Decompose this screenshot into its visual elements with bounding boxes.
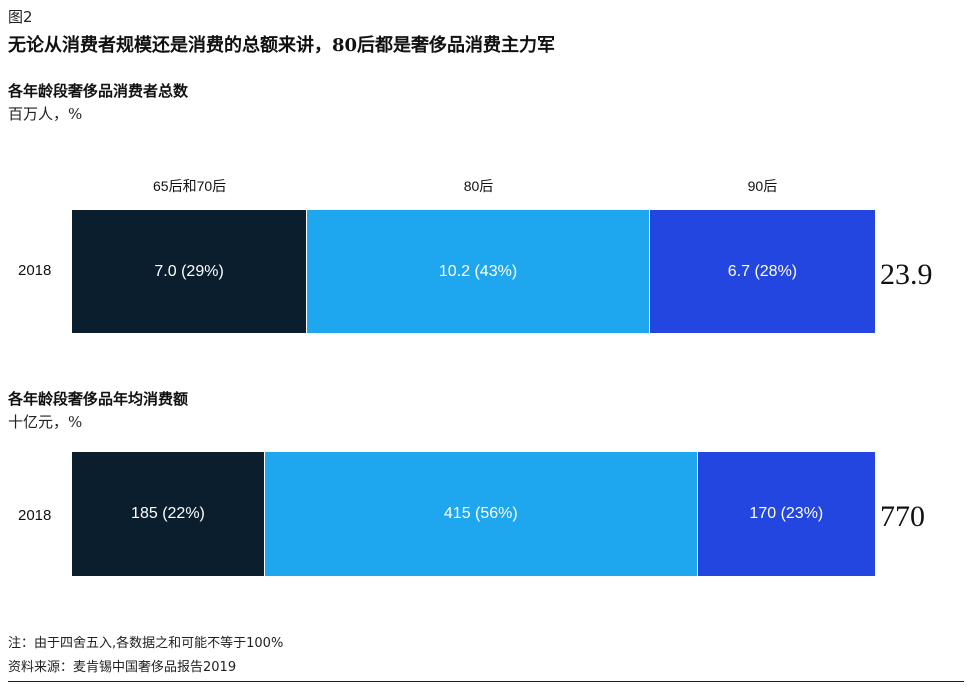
footnote-source: 资料来源：麦肯锡中国奢侈品报告2019 xyxy=(8,660,237,675)
footnote-note: 注：由于四舍五入,各数据之和可能不等于100% xyxy=(8,636,284,651)
bar-segment-3: 170 (23%) xyxy=(697,452,875,576)
legend-category-label: 65后和70后 xyxy=(153,178,227,194)
bar-segment-1: 185 (22%) xyxy=(72,452,264,576)
bar-segment-1: 7.0 (29%) xyxy=(72,210,307,333)
bottom-divider xyxy=(8,681,964,682)
chart2-total: 770 xyxy=(880,500,925,533)
bar-data-label: 170 (23%) xyxy=(749,505,824,522)
bar-segment-2: 415 (56%) xyxy=(264,452,697,576)
chart1-total: 23.9 xyxy=(880,258,933,291)
chart1-unit: 百万人，% xyxy=(8,105,83,123)
bar-data-label: 415 (56%) xyxy=(443,505,518,522)
figure-title: 无论从消费者规模还是消费的总额来讲，80后都是奢侈品消费主力军 xyxy=(8,35,556,56)
legend-category-label: 90后 xyxy=(747,178,778,194)
bar-segment-3: 6.7 (28%) xyxy=(649,210,875,333)
bar-data-label: 185 (22%) xyxy=(131,505,205,522)
figure-label: 图2 xyxy=(8,8,33,26)
chart2-row-label: 2018 xyxy=(18,507,52,524)
chart2-title: 各年龄段奢侈品年均消费额 xyxy=(8,390,189,408)
bar-data-label: 6.7 (28%) xyxy=(727,262,798,280)
chart2: 2018 770 185 (22%) 415 (56%) 170 (23%) xyxy=(0,440,980,585)
chart1: 2018 23.9 7.0 (29%) 65后和70后 10.2 (43%) 80后 6… xyxy=(0,170,980,340)
chart2-unit: 十亿元，% xyxy=(8,413,83,431)
chart1-title: 各年龄段奢侈品消费者总数 xyxy=(8,82,189,100)
legend-category-label: 80后 xyxy=(463,178,494,194)
bar-data-label: 7.0 (29%) xyxy=(154,262,224,280)
chart1-row-label: 2018 xyxy=(18,262,52,279)
bar-segment-2: 10.2 (43%) xyxy=(307,210,649,333)
bar-data-label: 10.2 (43%) xyxy=(438,262,518,280)
